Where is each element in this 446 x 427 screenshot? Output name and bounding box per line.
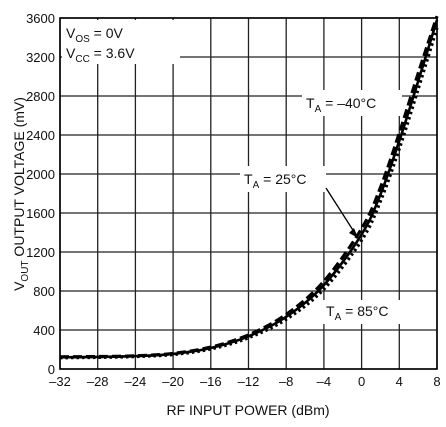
condition-vos: VOS = 0V xyxy=(66,25,124,45)
label-bg-25 xyxy=(240,166,326,192)
tick-labels: –32 –28 –24 –20 –16 –12 –8 –4 0 4 8 0 400 800 1200 1600… xyxy=(26,11,441,389)
label-bg-minus40 xyxy=(302,90,402,116)
y-tick-label-5: 2000 xyxy=(26,167,55,182)
x-tick-label-3: –20 xyxy=(162,374,184,389)
x-tick-label-9: 4 xyxy=(396,374,403,389)
series-line-0 xyxy=(59,15,439,359)
x-tick-label-6: –8 xyxy=(279,374,293,389)
x-tick-label-7: –4 xyxy=(317,374,331,389)
x-tick-label-0: –32 xyxy=(49,374,71,389)
plot-frame xyxy=(59,17,438,370)
y-tick-label-0: 0 xyxy=(48,362,55,377)
condition-vcc: VCC = 3.6V xyxy=(66,45,135,65)
y-tick-label-3: 1200 xyxy=(26,245,55,260)
arrow-25-head xyxy=(349,228,358,238)
x-tick-label-5: –12 xyxy=(238,374,260,389)
x-tick-label-1: –28 xyxy=(87,374,109,389)
y-tick-label-9: 3600 xyxy=(26,11,55,26)
y-tick-label-6: 2400 xyxy=(26,128,55,143)
series-label-85: TA = 85°C xyxy=(326,303,388,323)
series-label-minus40: TA = –40°C xyxy=(306,95,376,115)
series-label-25: TA = 25°C xyxy=(244,171,306,191)
x-tick-label-4: –16 xyxy=(200,374,222,389)
x-tick-label-10: 8 xyxy=(433,374,440,389)
x-tick-label-8: 0 xyxy=(358,374,365,389)
y-tick-label-4: 1600 xyxy=(26,206,55,221)
y-tick-label-1: 400 xyxy=(33,323,55,338)
y-tick-label-8: 3200 xyxy=(26,50,55,65)
y-tick-label-2: 800 xyxy=(33,284,55,299)
y-tick-label-7: 2800 xyxy=(26,89,55,104)
conditions-box xyxy=(62,20,180,64)
x-axis-label: RF INPUT POWER (dBm) xyxy=(166,402,329,418)
series-line-2 xyxy=(59,27,439,360)
x-tick-label-2: –24 xyxy=(125,374,147,389)
y-axis-label: VOUT OUTPUT VOLTAGE (mV) xyxy=(11,97,31,291)
curves xyxy=(59,15,439,360)
label-bg-85 xyxy=(322,300,406,324)
series-line-1 xyxy=(59,19,439,359)
